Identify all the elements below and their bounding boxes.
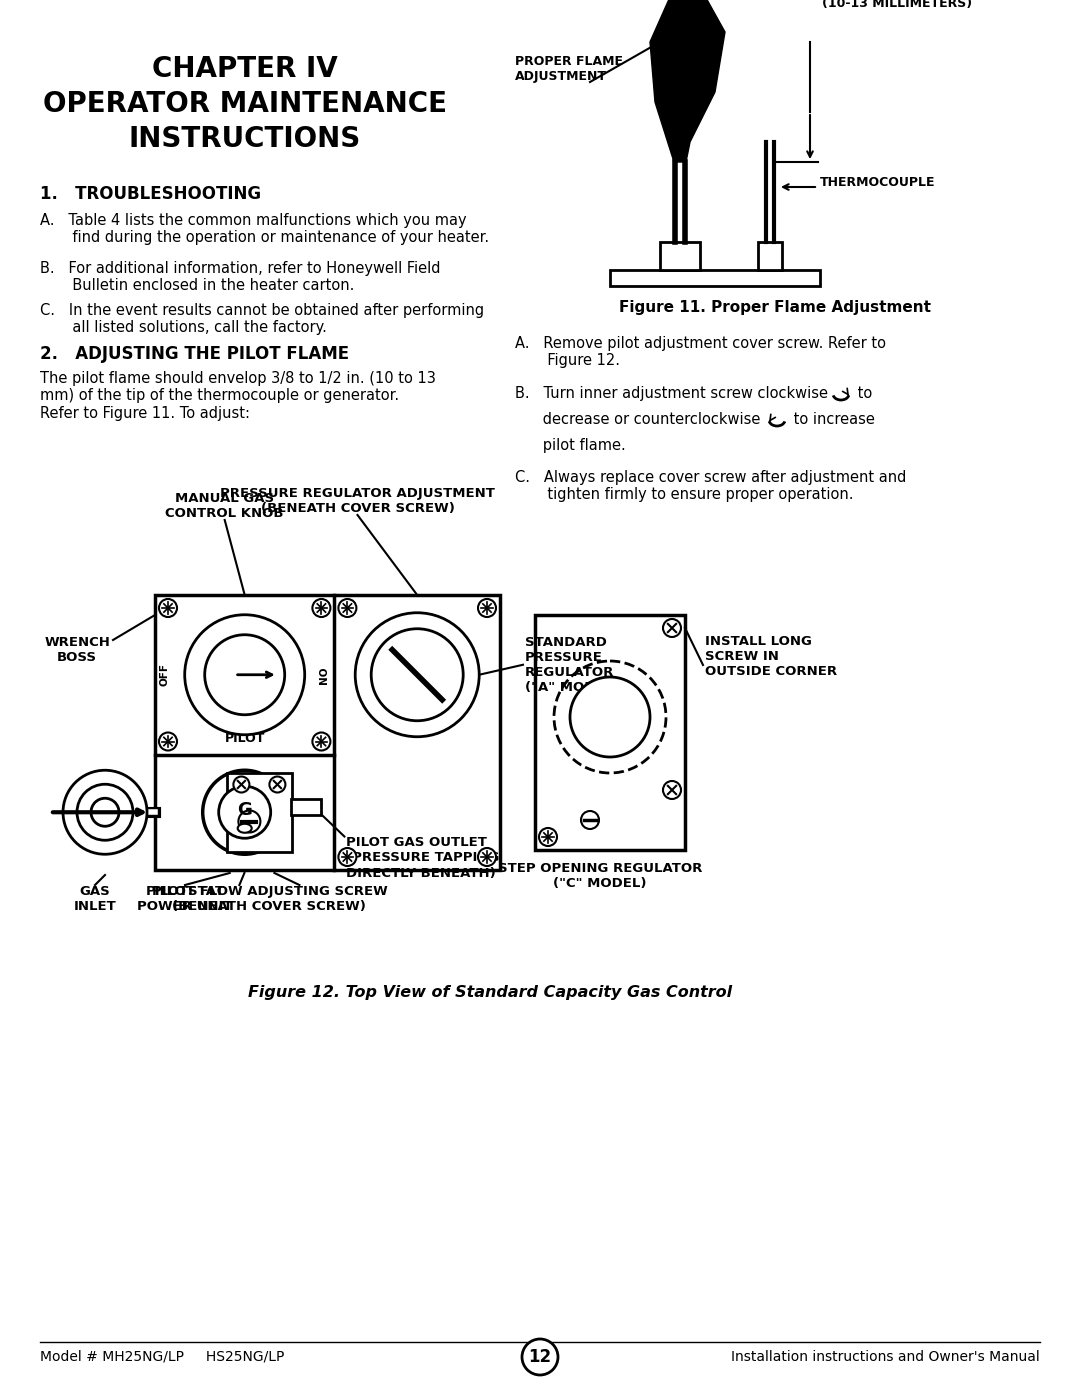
Circle shape <box>185 615 305 735</box>
Text: decrease or counterclockwise: decrease or counterclockwise <box>515 412 760 427</box>
Text: STEP OPENING REGULATOR
("C" MODEL): STEP OPENING REGULATOR ("C" MODEL) <box>498 862 702 890</box>
Bar <box>610 270 820 286</box>
Circle shape <box>269 777 285 792</box>
Text: INSTALL LONG
SCREW IN
OUTSIDE CORNER: INSTALL LONG SCREW IN OUTSIDE CORNER <box>705 636 837 678</box>
Text: A.   Remove pilot adjustment cover screw. Refer to
       Figure 12.: A. Remove pilot adjustment cover screw. … <box>515 337 886 369</box>
Circle shape <box>205 634 285 715</box>
Text: to increase: to increase <box>789 412 875 427</box>
Circle shape <box>233 777 249 792</box>
Text: GAS
INLET: GAS INLET <box>73 886 117 914</box>
Text: THERMOCOUPLE: THERMOCOUPLE <box>820 176 935 189</box>
Text: B.   For additional information, refer to Honeywell Field
       Bulletin enclos: B. For additional information, refer to … <box>40 261 441 293</box>
Circle shape <box>338 848 356 866</box>
Bar <box>660 242 700 270</box>
Text: NO: NO <box>320 666 329 683</box>
Text: OFF: OFF <box>160 664 170 686</box>
Text: WRENCH
BOSS: WRENCH BOSS <box>44 636 110 664</box>
Text: STANDARD
PRESSURE
REGULATOR
("A" MODEL): STANDARD PRESSURE REGULATOR ("A" MODEL) <box>525 636 619 694</box>
Circle shape <box>539 828 557 847</box>
Text: OPERATOR MAINTENANCE: OPERATOR MAINTENANCE <box>43 89 447 117</box>
Circle shape <box>663 619 681 637</box>
Ellipse shape <box>581 812 599 828</box>
Text: INSTRUCTIONS: INSTRUCTIONS <box>129 124 361 154</box>
Text: pilot flame.: pilot flame. <box>515 439 625 453</box>
Bar <box>292 799 322 814</box>
Circle shape <box>159 732 177 750</box>
Text: Installation instructions and Owner's Manual: Installation instructions and Owner's Ma… <box>731 1350 1040 1363</box>
Text: 3/8 TO 1/2 INCH
(10-13 MILLIMETERS): 3/8 TO 1/2 INCH (10-13 MILLIMETERS) <box>822 0 972 10</box>
Text: C.   In the event results cannot be obtained after performing
       all listed : C. In the event results cannot be obtain… <box>40 303 484 335</box>
Circle shape <box>522 1338 558 1375</box>
Circle shape <box>159 599 177 617</box>
Text: The pilot flame should envelop 3/8 to 1/2 in. (10 to 13
mm) of the tip of the th: The pilot flame should envelop 3/8 to 1/… <box>40 372 436 420</box>
Text: Figure 11. Proper Flame Adjustment: Figure 11. Proper Flame Adjustment <box>619 300 931 314</box>
Text: to: to <box>853 386 873 401</box>
Text: PILOT: PILOT <box>225 732 265 745</box>
Bar <box>228 773 293 852</box>
Text: A.   Table 4 lists the common malfunctions which you may
       find during the : A. Table 4 lists the common malfunctions… <box>40 212 489 246</box>
Circle shape <box>312 732 330 750</box>
Circle shape <box>372 629 463 721</box>
Circle shape <box>203 770 286 854</box>
Text: PILOT GAS OUTLET
(PRESSURE TAPPING
DIRECTLY BENEATH): PILOT GAS OUTLET (PRESSURE TAPPING DIREC… <box>347 837 500 880</box>
Circle shape <box>77 784 133 840</box>
Ellipse shape <box>238 824 252 833</box>
Text: PROPER FLAME
ADJUSTMENT: PROPER FLAME ADJUSTMENT <box>515 54 623 82</box>
Text: 1.   TROUBLESHOOTING: 1. TROUBLESHOOTING <box>40 184 261 203</box>
Text: PRESSURE REGULATOR ADJUSTMENT
(BENEATH COVER SCREW): PRESSURE REGULATOR ADJUSTMENT (BENEATH C… <box>220 488 495 515</box>
Text: 2.   ADJUSTING THE PILOT FLAME: 2. ADJUSTING THE PILOT FLAME <box>40 345 349 363</box>
Circle shape <box>478 599 496 617</box>
Text: MANUAL GAS
CONTROL KNOB: MANUAL GAS CONTROL KNOB <box>165 492 284 520</box>
Text: Figure 12. Top View of Standard Capacity Gas Control: Figure 12. Top View of Standard Capacity… <box>248 985 732 1000</box>
Polygon shape <box>650 0 725 162</box>
Circle shape <box>312 599 330 617</box>
Text: C.   Always replace cover screw after adjustment and
       tighten firmly to en: C. Always replace cover screw after adju… <box>515 469 906 503</box>
Ellipse shape <box>239 810 260 833</box>
Circle shape <box>554 661 666 773</box>
Circle shape <box>355 613 480 736</box>
Circle shape <box>63 770 147 854</box>
Circle shape <box>570 678 650 757</box>
Text: Model # MH25NG/LP     HS25NG/LP: Model # MH25NG/LP HS25NG/LP <box>40 1350 284 1363</box>
Circle shape <box>663 781 681 799</box>
Text: PILOT FLOW ADJUSTING SCREW
(BENEATH COVER SCREW): PILOT FLOW ADJUSTING SCREW (BENEATH COVE… <box>151 886 388 914</box>
Bar <box>535 615 685 849</box>
Circle shape <box>218 787 271 838</box>
Bar <box>758 242 782 270</box>
Text: PILOTSTAT
POWER UNIT: PILOTSTAT POWER UNIT <box>137 886 233 914</box>
Text: CHAPTER IV: CHAPTER IV <box>152 54 338 82</box>
Circle shape <box>91 798 119 826</box>
Circle shape <box>478 848 496 866</box>
Circle shape <box>338 599 356 617</box>
Bar <box>156 595 500 870</box>
Text: B.   Turn inner adjustment screw clockwise: B. Turn inner adjustment screw clockwise <box>515 386 828 401</box>
Text: 12: 12 <box>528 1348 552 1366</box>
Text: G: G <box>238 802 252 819</box>
